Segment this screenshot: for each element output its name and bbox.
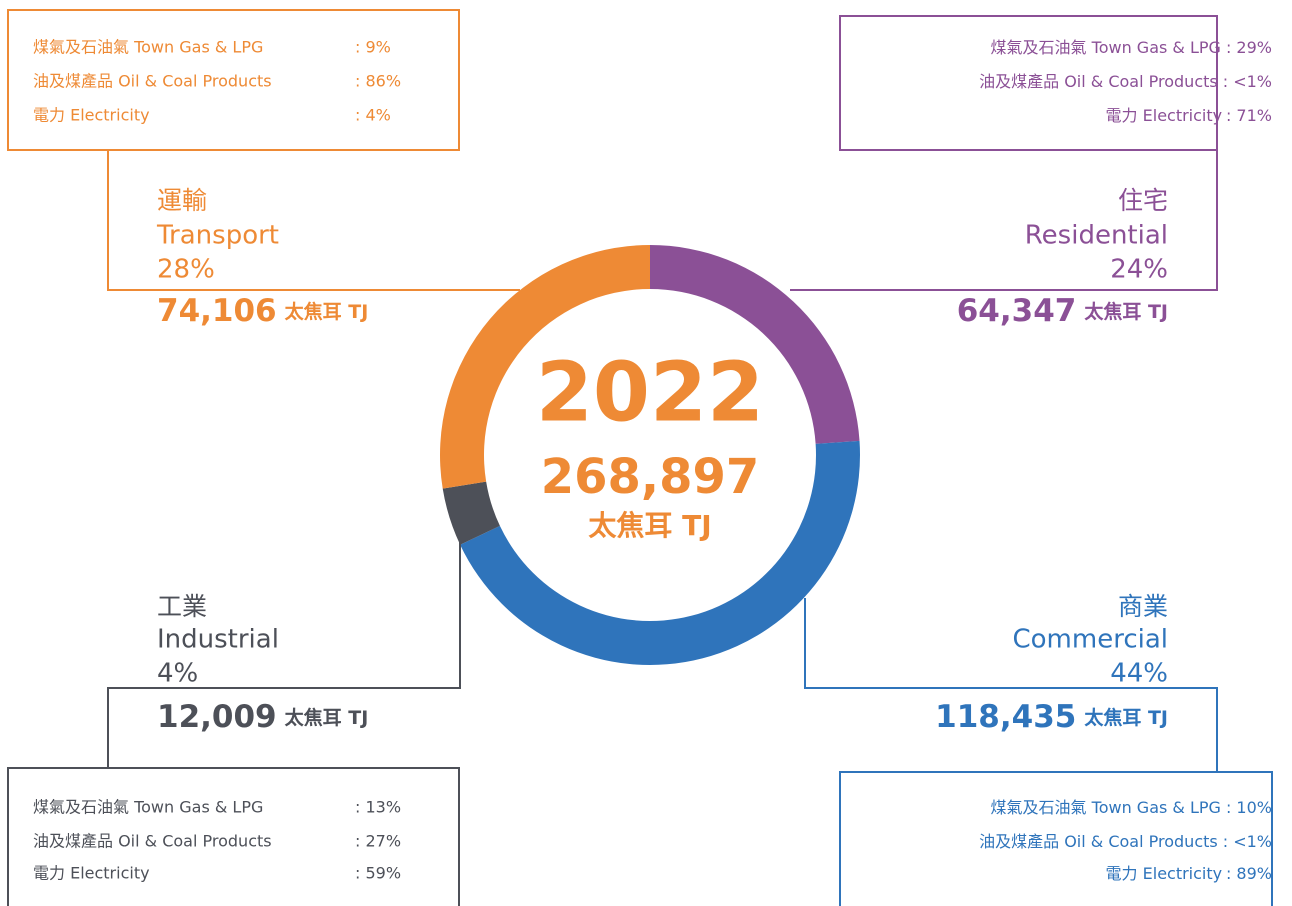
breakdown-box	[7, 9, 460, 151]
sector-value-number: 74,106	[157, 293, 277, 329]
sector-value: 118,435 太焦耳 TJ	[935, 699, 1168, 735]
sector-label-zh: 住宅	[1118, 186, 1168, 215]
sector-value-number: 12,009	[157, 699, 277, 735]
breakdown-value: : 27%	[355, 832, 401, 851]
sector-label-zh: 商業	[1118, 592, 1168, 621]
center-year: 2022	[536, 345, 764, 440]
breakdown-value: : 59%	[355, 864, 401, 883]
sector-value-number: 118,435	[935, 699, 1076, 735]
breakdown-label: 油及煤產品 Oil & Coal Products	[33, 832, 272, 851]
sector-label: Industrial	[157, 625, 279, 655]
breakdown-value: : <1%	[1223, 72, 1272, 91]
breakdown-label: 煤氣及石油氣 Town Gas & LPG	[33, 798, 263, 817]
sector-unit: 太焦耳 TJ	[285, 300, 369, 323]
donut-segment	[442, 481, 500, 545]
breakdown-box	[7, 767, 460, 906]
sector-percentage: 28%	[157, 255, 215, 285]
sector-percentage: 44%	[1110, 659, 1168, 689]
breakdown-label: 油及煤產品 Oil & Coal Products	[979, 72, 1218, 91]
connector-line	[790, 150, 1218, 291]
breakdown-value: : 29%	[1226, 38, 1272, 57]
sector-value: 74,106 太焦耳 TJ	[157, 293, 368, 329]
breakdown-row: 電力 Electricity: 71%	[1106, 106, 1272, 125]
sector-label-zh: 運輸	[157, 186, 207, 215]
breakdown-row: 油及煤產品 Oil & Coal Products : <1%	[979, 72, 1272, 91]
sector-value: 64,347 太焦耳 TJ	[957, 293, 1168, 329]
connector-line	[804, 598, 1218, 772]
breakdown-value: : 9%	[355, 38, 391, 57]
sector-label-zh: 工業	[157, 592, 207, 621]
breakdown-value: : <1%	[1223, 832, 1272, 851]
breakdown-label: 油及煤產品 Oil & Coal Products	[979, 832, 1218, 851]
sector-value: 12,009 太焦耳 TJ	[157, 699, 368, 735]
breakdown-box	[839, 771, 1273, 906]
sector-value-number: 64,347	[957, 293, 1077, 329]
breakdown-value: : 4%	[355, 106, 391, 125]
breakdown-row: 油及煤產品 Oil & Coal Products : <1%	[979, 832, 1272, 851]
breakdown-label: 電力 Electricity	[1106, 864, 1222, 883]
donut-segment	[440, 245, 650, 489]
sector-unit: 太焦耳 TJ	[1084, 300, 1168, 323]
breakdown-label: 煤氣及石油氣 Town Gas & LPG	[991, 38, 1221, 57]
breakdown-label: 電力 Electricity	[1106, 106, 1222, 125]
sector-unit: 太焦耳 TJ	[285, 706, 369, 729]
donut-segment	[460, 440, 860, 665]
breakdown-label: 電力 Electricity	[33, 864, 150, 883]
breakdown-label: 煤氣及石油氣 Town Gas & LPG	[33, 38, 263, 57]
donut-segment	[650, 245, 860, 444]
breakdown-row: 煤氣及石油氣 Town Gas & LPG : 29%	[991, 38, 1272, 57]
breakdown-row: 煤氣及石油氣 Town Gas & LPG : 10%	[991, 798, 1272, 817]
sector-label: Commercial	[1012, 625, 1168, 655]
breakdown-value: : 13%	[355, 798, 401, 817]
connector-line	[107, 530, 461, 768]
sector-percentage: 24%	[1110, 255, 1168, 285]
sector-percentage: 4%	[157, 659, 198, 689]
breakdown-value: : 10%	[1226, 798, 1272, 817]
center-total: 268,897	[541, 449, 760, 505]
breakdown-row: 電力 Electricity: 89%	[1106, 864, 1272, 883]
sector-unit: 太焦耳 TJ	[1084, 706, 1168, 729]
breakdown-box	[839, 15, 1218, 151]
breakdown-value: : 89%	[1226, 864, 1272, 883]
center-unit: 太焦耳 TJ	[588, 509, 711, 542]
breakdown-label: 電力 Electricity	[33, 106, 150, 125]
sector-label: Transport	[156, 221, 279, 251]
breakdown-label: 煤氣及石油氣 Town Gas & LPG	[991, 798, 1221, 817]
breakdown-value: : 86%	[355, 72, 401, 91]
breakdown-label: 油及煤產品 Oil & Coal Products	[33, 72, 272, 91]
sector-label: Residential	[1025, 221, 1168, 251]
connector-line	[107, 150, 520, 291]
breakdown-value: : 71%	[1226, 106, 1272, 125]
